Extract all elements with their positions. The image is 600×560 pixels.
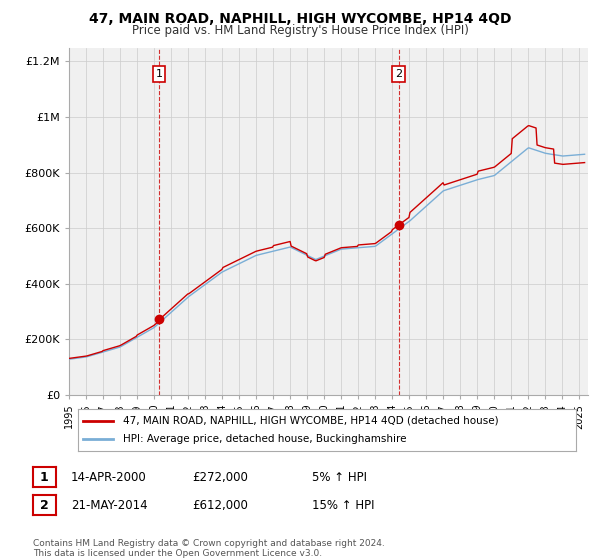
Text: 1: 1 xyxy=(40,470,49,484)
Text: 2: 2 xyxy=(395,69,403,79)
Text: 15% ↑ HPI: 15% ↑ HPI xyxy=(312,498,374,512)
Text: 21-MAY-2014: 21-MAY-2014 xyxy=(71,498,148,512)
Text: £612,000: £612,000 xyxy=(192,498,248,512)
Text: £272,000: £272,000 xyxy=(192,470,248,484)
Text: 5% ↑ HPI: 5% ↑ HPI xyxy=(312,470,367,484)
Text: Contains HM Land Registry data © Crown copyright and database right 2024.
This d: Contains HM Land Registry data © Crown c… xyxy=(33,539,385,558)
Text: 14-APR-2000: 14-APR-2000 xyxy=(71,470,146,484)
Text: HPI: Average price, detached house, Buckinghamshire: HPI: Average price, detached house, Buck… xyxy=(123,434,406,444)
Text: 47, MAIN ROAD, NAPHILL, HIGH WYCOMBE, HP14 4QD (detached house): 47, MAIN ROAD, NAPHILL, HIGH WYCOMBE, HP… xyxy=(123,416,499,426)
Text: 2: 2 xyxy=(40,498,49,512)
Text: Price paid vs. HM Land Registry's House Price Index (HPI): Price paid vs. HM Land Registry's House … xyxy=(131,24,469,37)
Text: 47, MAIN ROAD, NAPHILL, HIGH WYCOMBE, HP14 4QD: 47, MAIN ROAD, NAPHILL, HIGH WYCOMBE, HP… xyxy=(89,12,511,26)
Text: 1: 1 xyxy=(155,69,163,79)
